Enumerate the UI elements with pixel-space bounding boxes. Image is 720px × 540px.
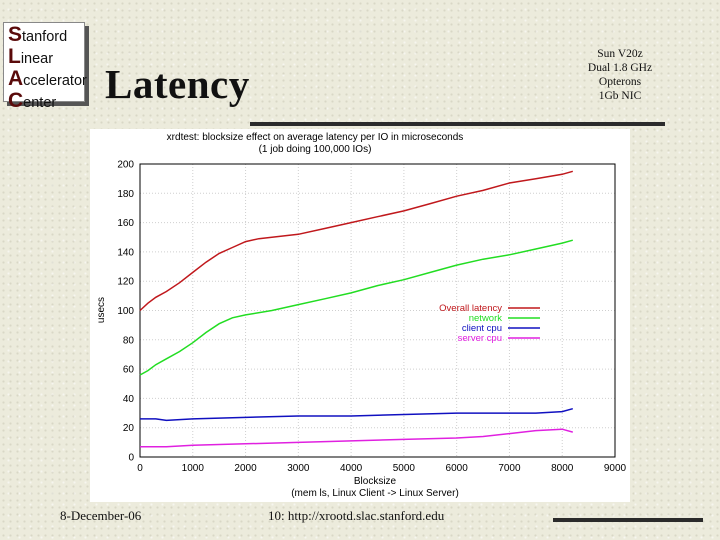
x-axis-label: Blocksize [354,476,397,487]
legend-label-3: server cpu [458,333,502,344]
slac-logo: Stanford Linear Accelerator Center [3,22,87,111]
chart-series [139,170,574,448]
y-tick-label: 180 [117,189,134,200]
y-tick-label: 40 [123,394,135,405]
x-tick-label: 7000 [498,463,521,474]
legend-label-0: Overall latency [439,303,502,314]
x-tick-label: 0 [137,463,143,474]
logo-line-1: Stanford [8,23,68,46]
hardware-spec: Sun V20z Dual 1.8 GHz Opterons 1Gb NIC [560,47,680,103]
x-tick-label: 1000 [182,463,205,474]
y-tick-label: 0 [128,453,134,464]
series-line-1 [139,239,573,376]
footer-date: 8-December-06 [60,508,142,523]
y-tick-label: 60 [123,365,135,376]
x-tick-label: 6000 [446,463,469,474]
y-axis-label: usecs [96,297,107,323]
y-tick-label: 160 [117,218,134,229]
footer-rule [553,518,703,522]
chart-ticks: 0 1000 2000 3000 4000 5000 6000 7000 8000 9000 0 20… [117,160,626,475]
x-tick-label: 9000 [604,463,627,474]
x-tick-label: 5000 [393,463,416,474]
series-line-2 [140,407,573,422]
spec-line-4: 1Gb NIC [598,90,642,102]
series-line-0 [139,170,574,312]
y-tick-label: 200 [117,160,134,171]
slide-title: Latency [105,61,250,107]
latency-chart: 0 1000 2000 3000 4000 5000 6000 7000 8000 9000 0 20… [90,129,630,502]
spec-line-3: Opterons [598,76,642,88]
y-tick-label: 140 [117,247,134,258]
spec-line-1: Sun V20z [597,48,643,60]
legend-label-1: network [469,313,503,324]
legend-label-2: client cpu [462,323,502,334]
chart-title: xrdtest: blocksize effect on average lat… [167,132,464,143]
footer-url: 10: http://xrootd.slac.stanford.edu [268,508,445,523]
logo-line-2: Linear [8,45,54,68]
y-tick-label: 20 [123,423,135,434]
x-axis-note: (mem ls, Linux Client -> Linux Server) [291,488,459,499]
y-tick-label: 100 [117,306,134,317]
x-tick-label: 2000 [234,463,257,474]
series-line-3 [140,428,573,448]
x-tick-label: 3000 [287,463,310,474]
x-tick-label: 4000 [340,463,363,474]
x-tick-label: 8000 [551,463,574,474]
chart-subtitle: (1 job doing 100,000 IOs) [259,144,372,155]
logo-line-4: Center [8,89,57,112]
y-tick-label: 120 [117,277,134,288]
y-tick-label: 80 [123,335,135,346]
spec-line-2: Dual 1.8 GHz [587,62,653,74]
header-rule [250,122,665,126]
logo-line-3: Accelerator [8,67,87,90]
